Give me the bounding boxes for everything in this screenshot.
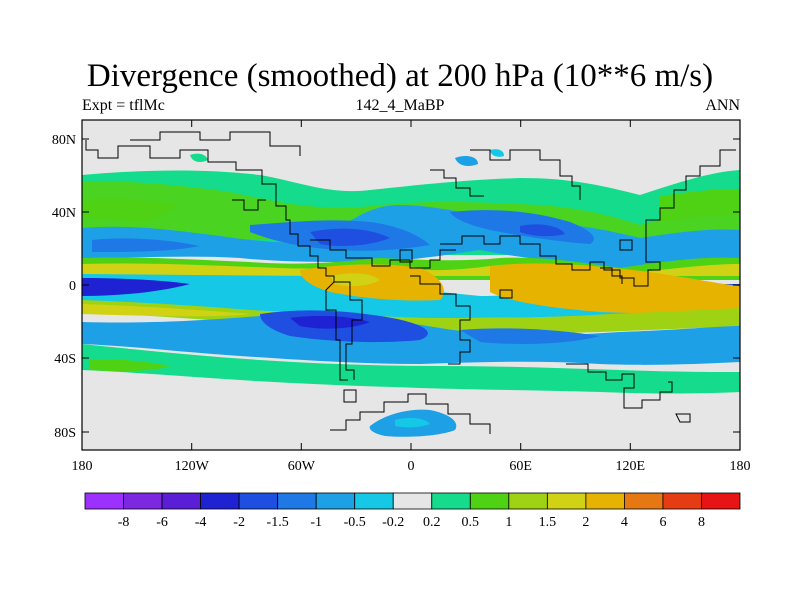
x-tick-label: 180 (730, 459, 751, 474)
north-blue-band (82, 205, 740, 268)
south-blue-band (82, 310, 740, 365)
x-axis (81, 120, 741, 450)
north-small-patches (190, 149, 504, 166)
colorbar-label: 2 (582, 515, 589, 530)
colorbar-swatch (354, 492, 394, 510)
south-midlat-band (82, 344, 740, 394)
colorbar-label: 0.5 (462, 515, 480, 530)
colorbar-label: -8 (118, 515, 130, 530)
x-tick-label: 180 (72, 459, 93, 474)
colorbar-swatch (508, 492, 548, 510)
colorbar-swatch (200, 492, 240, 510)
colorbar-label: 1 (505, 515, 512, 530)
colorbar-swatch (662, 492, 702, 510)
colorbar-swatch (238, 492, 279, 510)
colorbar-swatch (469, 492, 510, 510)
colorbar-label: -0.5 (344, 515, 366, 530)
colorbar-label: -6 (156, 515, 168, 530)
colorbar-swatch (546, 492, 587, 510)
colorbar-swatch (315, 492, 356, 510)
colorbar-swatch (277, 492, 317, 510)
colorbar-label: -1.5 (267, 515, 289, 530)
antarctic-patch (369, 409, 457, 437)
x-tick-label: 60E (509, 459, 532, 474)
y-axis (82, 138, 740, 433)
colorbar-label: 0.2 (423, 515, 441, 530)
plot-title: Divergence (smoothed) at 200 hPa (10**6 … (86, 58, 714, 94)
colorbar-swatch (585, 492, 625, 510)
y-tick-label: 80N (52, 133, 76, 148)
x-tick-label: 0 (408, 459, 415, 474)
colorbar-swatch (624, 492, 664, 510)
coastlines (85, 131, 736, 434)
x-tick-label: 120W (175, 459, 210, 474)
colorbar-label: 4 (621, 515, 628, 530)
colorbar-swatch (392, 492, 433, 510)
colorbar-swatch (161, 492, 201, 510)
colorbar-label: -0.2 (382, 515, 404, 530)
y-tick-label: 40S (54, 352, 76, 367)
colorbar-label: -4 (195, 515, 207, 530)
colorbar-swatch (431, 492, 471, 510)
colorbar-swatch (123, 492, 163, 510)
season-label: ANN (705, 97, 740, 114)
colorbar: -8 -6 -4 -2 -1.5 -1 -0.5 -0.2 0.2 0.5 1 1.5 2 4 6 8 (84, 492, 741, 530)
south-tropical-band (82, 300, 740, 334)
map-panel (82, 120, 740, 450)
colorbar-label: 6 (659, 515, 666, 530)
y-tick-label: 40N (52, 206, 76, 221)
colorbar-label: -1 (310, 515, 322, 530)
x-tick-label: 120E (616, 459, 646, 474)
experiment-label: Expt = tflMc (82, 97, 165, 114)
colorbar-label: -2 (233, 515, 245, 530)
colorbar-swatch (701, 492, 741, 510)
y-tick-label: 80S (54, 426, 76, 441)
colorbar-label: 8 (698, 515, 705, 530)
y-tick-label: 0 (69, 279, 76, 294)
colorbar-label: 1.5 (539, 515, 557, 530)
divergence-maxima (300, 263, 740, 314)
x-tick-label: 60W (288, 459, 316, 474)
colorbar-swatch (84, 492, 124, 510)
case-label: 142_4_MaBP (355, 97, 445, 114)
